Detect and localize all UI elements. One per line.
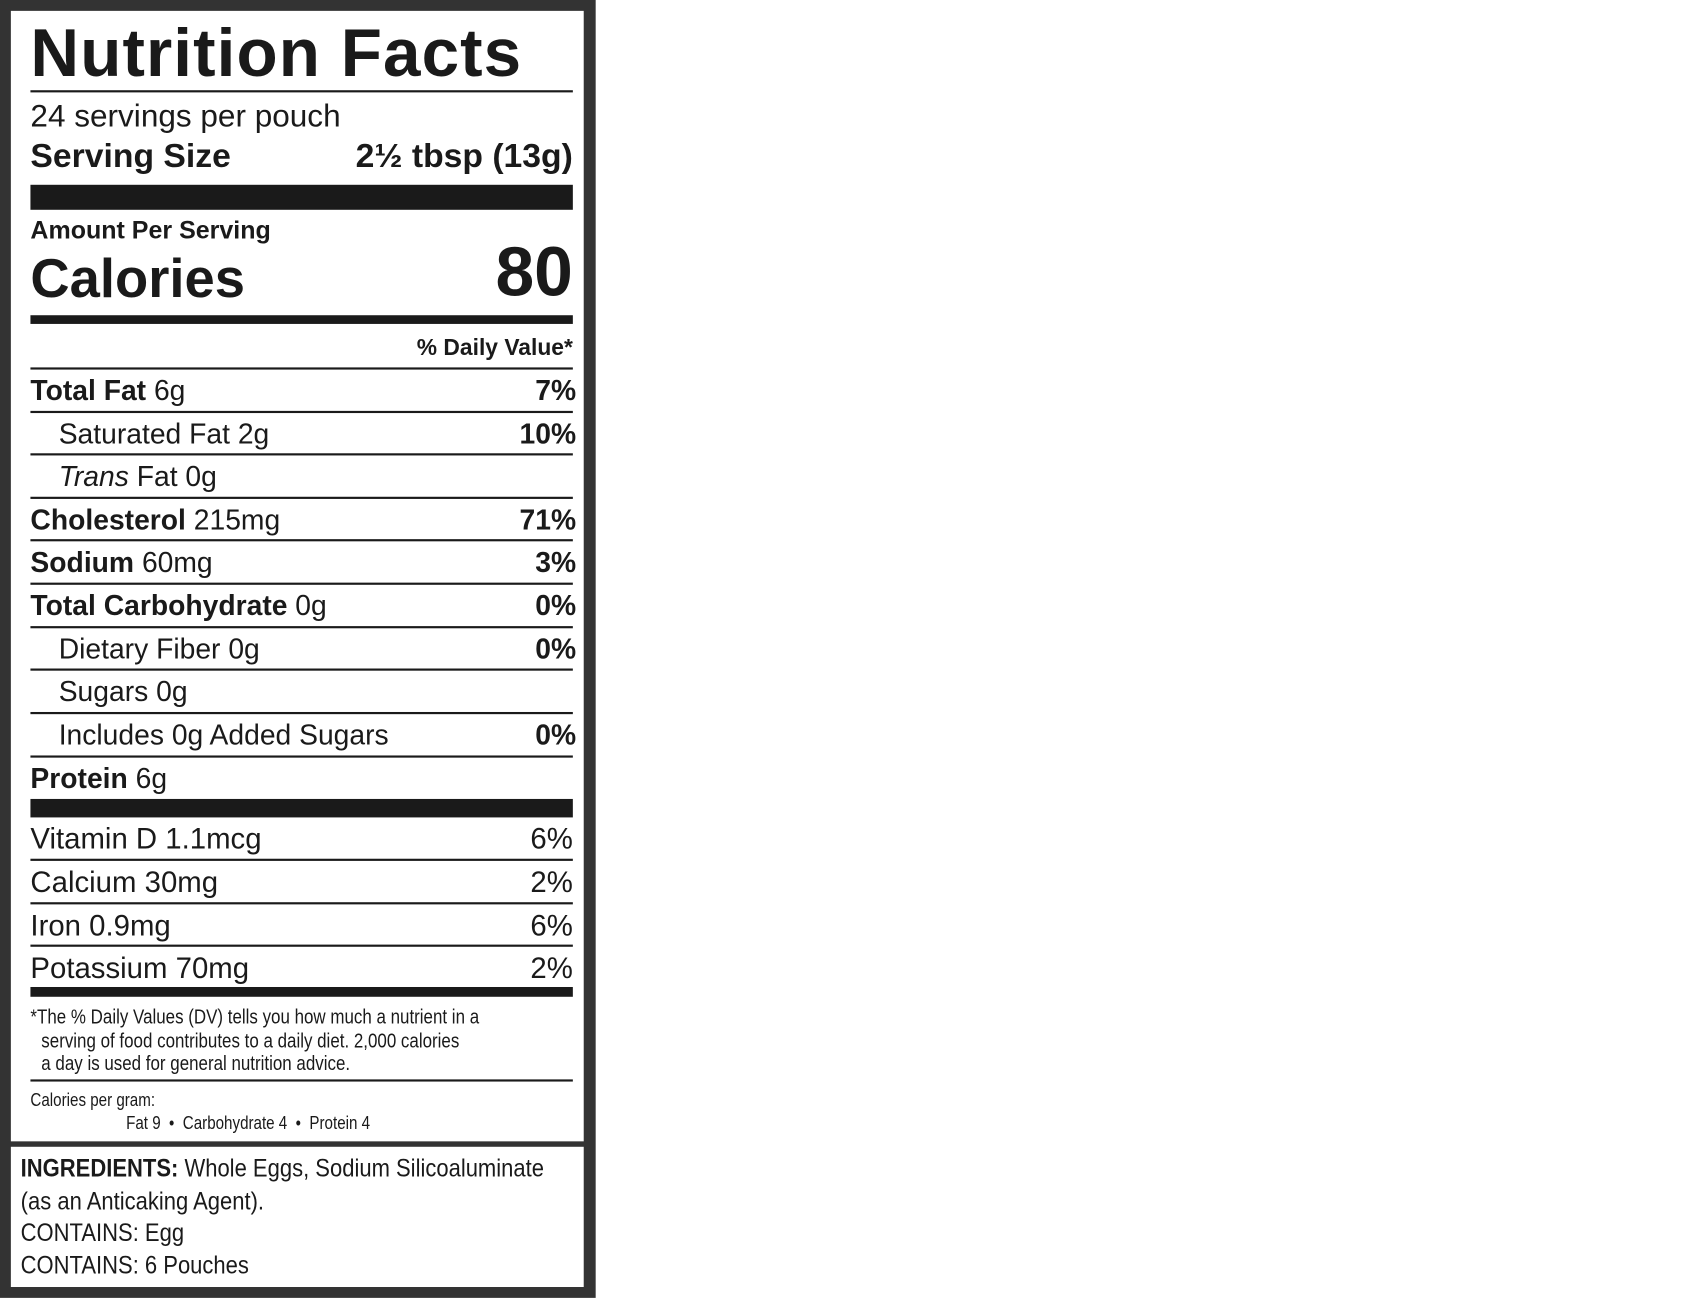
nutrient-dv: 71% (519, 503, 577, 536)
nutrient-dv: 3% (535, 545, 577, 579)
nutrient-name: Saturated Fat (58, 417, 230, 451)
rule (30, 858, 573, 861)
contains: CONTAINS: Egg (20, 1217, 185, 1247)
footnote-line: a day is used for general nutrition advi… (41, 1052, 351, 1076)
nutrient-row: Saturated Fat 2g (59, 420, 270, 448)
nutrient-amount: 0g (228, 632, 260, 666)
nutrient-row: Total Carbohydrate 0g (30, 591, 326, 619)
vitamin-dv: 6% (530, 822, 573, 855)
ingredients-line: INGREDIENTS: Whole Eggs, Sodium Silicoal… (20, 1153, 544, 1183)
rule (30, 668, 573, 671)
vitamin-amount: 1.1mcg (165, 822, 262, 855)
vitamin-name: Iron (30, 909, 82, 942)
cpg-item: Carbohydrate 4 (182, 1112, 288, 1134)
contains: CONTAINS: 6 Pouches (20, 1250, 249, 1279)
nutrient-name: Total Carbohydrate (30, 589, 288, 622)
rule (30, 944, 573, 947)
nutrient-amount: 215mg (193, 503, 281, 536)
serving-size-label: Serving Size (30, 136, 231, 175)
amount-per-serving: Amount Per Serving (30, 215, 271, 245)
nutrient-row: Cholesterol 215mg (30, 505, 280, 533)
calories-label: Calories (30, 247, 245, 309)
vitamin-amount: 0.9mg (89, 909, 171, 942)
rule (30, 367, 573, 370)
thick-bar (30, 798, 573, 818)
thick-bar (30, 315, 573, 324)
nutrition-label: Nutrition Facts 24 servings per pouch Se… (0, 0, 596, 1298)
nutrient-amount: 6g (135, 761, 168, 795)
vitamin-dv: 2% (530, 951, 573, 985)
calories-value: 80 (495, 232, 573, 311)
vitamin-name: Vitamin D (30, 822, 158, 855)
nutrient-dv: 0% (535, 632, 577, 666)
ingredients-text: Whole Eggs, Sodium Silicoaluminate (184, 1153, 544, 1183)
vitamin-amount: 70mg (175, 951, 250, 985)
nutrient-name-italic: Trans (58, 459, 129, 493)
nutrient-row: Trans Fat 0g (59, 462, 217, 490)
cpg-item: Protein 4 (309, 1112, 371, 1134)
vitamin-amount: 30mg (144, 865, 219, 899)
calories-per-gram-items: Fat 9 • Carbohydrate 4 • Protein 4 (126, 1112, 371, 1134)
nutrient-amount: 0g (295, 589, 327, 622)
vitamin-dv: 6% (530, 909, 573, 942)
nutrient-name: Includes 0g Added Sugars (58, 718, 389, 752)
nutrient-amount: 0g (185, 459, 217, 493)
nutrient-row: Dietary Fiber 0g (59, 635, 260, 663)
rule (30, 1079, 573, 1082)
nutrient-amount: 0g (156, 675, 188, 708)
vitamin-name: Potassium (30, 951, 168, 985)
vitamin-row: Vitamin D 1.1mcg (30, 824, 261, 853)
rule (30, 902, 573, 905)
vitamin-row: Calcium 30mg (30, 865, 219, 899)
daily-value-header: % Daily Value* (416, 335, 573, 361)
nutrient-dv: 7% (535, 373, 577, 407)
rule (30, 755, 573, 758)
rule (30, 410, 573, 414)
vitamin-row: Iron 0.9mg (30, 911, 170, 940)
rule (30, 453, 573, 456)
vitamin-row: Potassium 70mg (30, 951, 250, 985)
nutrient-row: Total Fat 6g (30, 376, 185, 404)
nutrient-amount: 6g (153, 373, 186, 407)
nutrient-amount: 60mg (141, 545, 213, 579)
rule (30, 90, 573, 93)
vitamin-name: Calcium (30, 865, 137, 899)
calories-per-gram-label: Calories per gram: (30, 1089, 156, 1111)
nutrient-name: Sugars (58, 675, 149, 708)
servings: 24 servings per pouch (30, 99, 341, 135)
nutrient-dv: 0% (535, 718, 577, 752)
nutrient-name: Fat (136, 459, 178, 493)
footnote-line: serving of food contributes to a daily d… (41, 1029, 460, 1053)
nutrient-name: Protein (30, 761, 128, 795)
nutrient-amount: 2g (237, 417, 270, 451)
nutrient-dv: 0% (535, 589, 577, 622)
thick-bar (30, 184, 573, 210)
rule (30, 539, 573, 542)
rule (30, 582, 573, 585)
nutrient-name: Dietary Fiber (58, 632, 221, 666)
rule (30, 711, 573, 715)
nutrient-name: Sodium (30, 545, 135, 579)
ingredients-panel (10, 1146, 584, 1288)
nutrient-row: Sugars 0g (59, 677, 188, 705)
ingredients-label: INGREDIENTS: (20, 1153, 179, 1183)
serving-size-value: 2½ tbsp (13g) (355, 136, 573, 175)
nutrient-name: Total Fat (30, 373, 147, 407)
nutrient-dv: 10% (519, 417, 577, 451)
label-frame: Nutrition Facts 24 servings per pouch Se… (0, 0, 596, 1298)
nutrient-row: Protein 6g (30, 764, 167, 792)
footnote-line: *The % Daily Values (DV) tells you how m… (30, 1006, 480, 1029)
nutrient-name: Cholesterol (30, 503, 186, 536)
rule (30, 496, 573, 499)
nutrient-row: Sodium 60mg (30, 548, 212, 576)
cpg-item: Fat 9 (126, 1112, 161, 1134)
rule (30, 626, 573, 629)
thick-bar (30, 986, 573, 997)
ingredients-text: (as an Anticaking Agent). (20, 1186, 265, 1215)
title: Nutrition Facts (30, 16, 523, 92)
vitamin-dv: 2% (530, 865, 573, 899)
